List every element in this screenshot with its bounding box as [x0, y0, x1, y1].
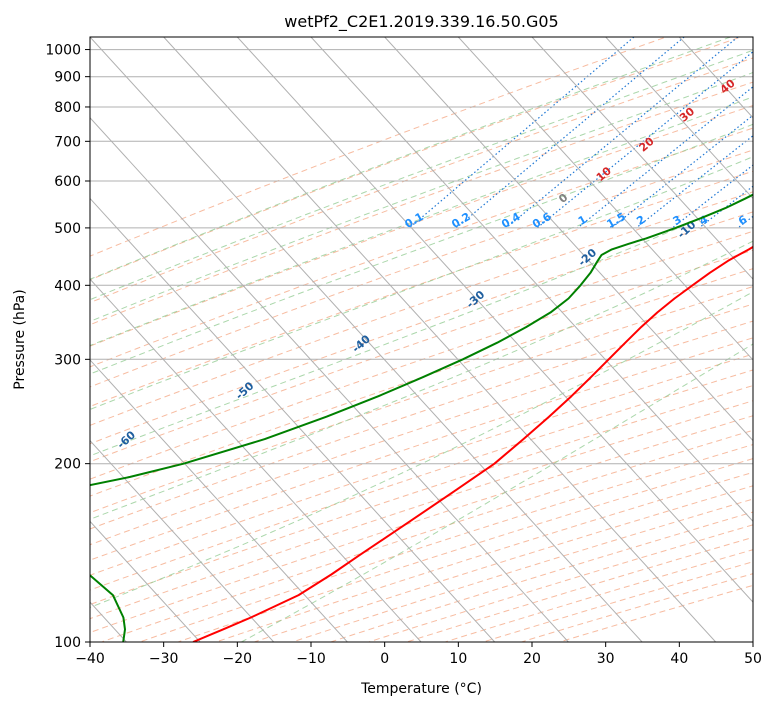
isotherm-line — [605, 37, 753, 200]
dry-adiabat — [214, 471, 753, 642]
moist-adiabat — [90, 49, 753, 301]
x-tick-label: −30 — [149, 651, 179, 667]
dry-adiabat — [138, 444, 753, 642]
x-tick-label: −10 — [296, 651, 326, 667]
dewpoint-line — [90, 193, 753, 642]
dry-adiabat — [90, 249, 753, 480]
dry-adiabat — [90, 211, 753, 445]
x-tick-label: 30 — [597, 651, 615, 667]
y-tick-label: 900 — [54, 70, 81, 86]
pressure-gridlines — [90, 49, 753, 642]
moist-adiabat — [90, 123, 753, 375]
isotherm-line — [236, 37, 753, 603]
mixing-ratio-line — [409, 37, 635, 229]
moist-adiabat — [90, 37, 731, 280]
isotherm-line — [90, 439, 275, 642]
y-tick-label: 200 — [54, 457, 81, 473]
moist-adiabats — [90, 37, 753, 642]
plot-background — [90, 37, 753, 642]
isotherm-line — [310, 37, 753, 523]
y-tick-label: 800 — [54, 100, 81, 116]
dry-adiabat — [90, 170, 753, 407]
isotherm-line — [457, 37, 753, 361]
y-tick-label: 400 — [54, 278, 81, 294]
isotherm-line — [531, 37, 753, 280]
profile-series — [90, 193, 753, 642]
dry-adiabat — [90, 337, 753, 561]
mixing-ratio-line — [611, 114, 753, 229]
y-tick-label: 1000 — [45, 43, 81, 59]
mixing-ratio-line — [577, 85, 753, 229]
isotherm-line — [90, 278, 422, 642]
dry-adiabat — [405, 536, 753, 642]
moist-adiabat — [90, 96, 753, 347]
isotherms — [90, 37, 753, 642]
dry-adiabat — [90, 37, 743, 281]
x-tick-label: 40 — [670, 651, 688, 667]
dry-adiabat — [90, 353, 753, 576]
isotherm-line — [90, 117, 569, 642]
y-tick-label: 300 — [54, 352, 81, 368]
mixing-ratio-line — [698, 185, 753, 229]
isotherm-line — [163, 37, 717, 642]
x-tick-label: 20 — [523, 651, 541, 667]
dry-adiabat — [100, 429, 753, 642]
mixing-ratio-line — [455, 37, 685, 229]
dry-adiabat — [90, 149, 753, 388]
moist-adiabat — [90, 291, 753, 609]
y-tick-label: 700 — [54, 134, 81, 150]
dry-adiabat — [90, 104, 753, 347]
y-tick-label: 500 — [54, 221, 81, 237]
dry-adiabat — [367, 524, 753, 642]
chart-title: wetPf2_C2E1.2019.339.16.50.G05 — [284, 12, 558, 32]
dry-adiabat — [176, 458, 753, 642]
dry-adiabats — [90, 37, 753, 642]
isotherm-line — [90, 520, 201, 642]
x-tick-label: 50 — [744, 651, 762, 667]
moist-adiabat — [90, 71, 753, 322]
dry-adiabat — [90, 230, 753, 463]
moist-adiabat — [90, 240, 753, 520]
x-tick-label: 10 — [449, 651, 467, 667]
isotherm-line — [384, 37, 753, 442]
dry-adiabat — [90, 81, 753, 326]
x-axis-label: Temperature (°C) — [360, 681, 482, 697]
x-tick-label: −40 — [75, 651, 105, 667]
y-tick-label: 600 — [54, 174, 81, 190]
plot-frame — [89, 36, 754, 643]
moist-adiabat — [90, 156, 753, 410]
x-tick-label: 0 — [380, 651, 389, 667]
isotherm-line — [90, 197, 496, 642]
y-axis-label: Pressure (hPa) — [12, 289, 28, 389]
isotherm-line — [90, 37, 643, 642]
y-axis: 100 200 300 400 500 600 700 800 900 1000 — [45, 43, 90, 651]
x-tick-label: −20 — [223, 651, 253, 667]
temperature-line — [192, 245, 753, 642]
dry-adiabat — [90, 191, 753, 426]
dry-adiabat — [90, 127, 753, 368]
plot-area: -100-90-80-70-60-50-40-30-20-100.10.20.4… — [90, 37, 753, 642]
dry-adiabat — [90, 57, 753, 304]
isotherm-line — [90, 359, 348, 642]
x-axis: −40 −30 −20 −10 0 10 20 30 40 50 — [75, 642, 762, 667]
y-tick-label: 100 — [54, 635, 81, 651]
